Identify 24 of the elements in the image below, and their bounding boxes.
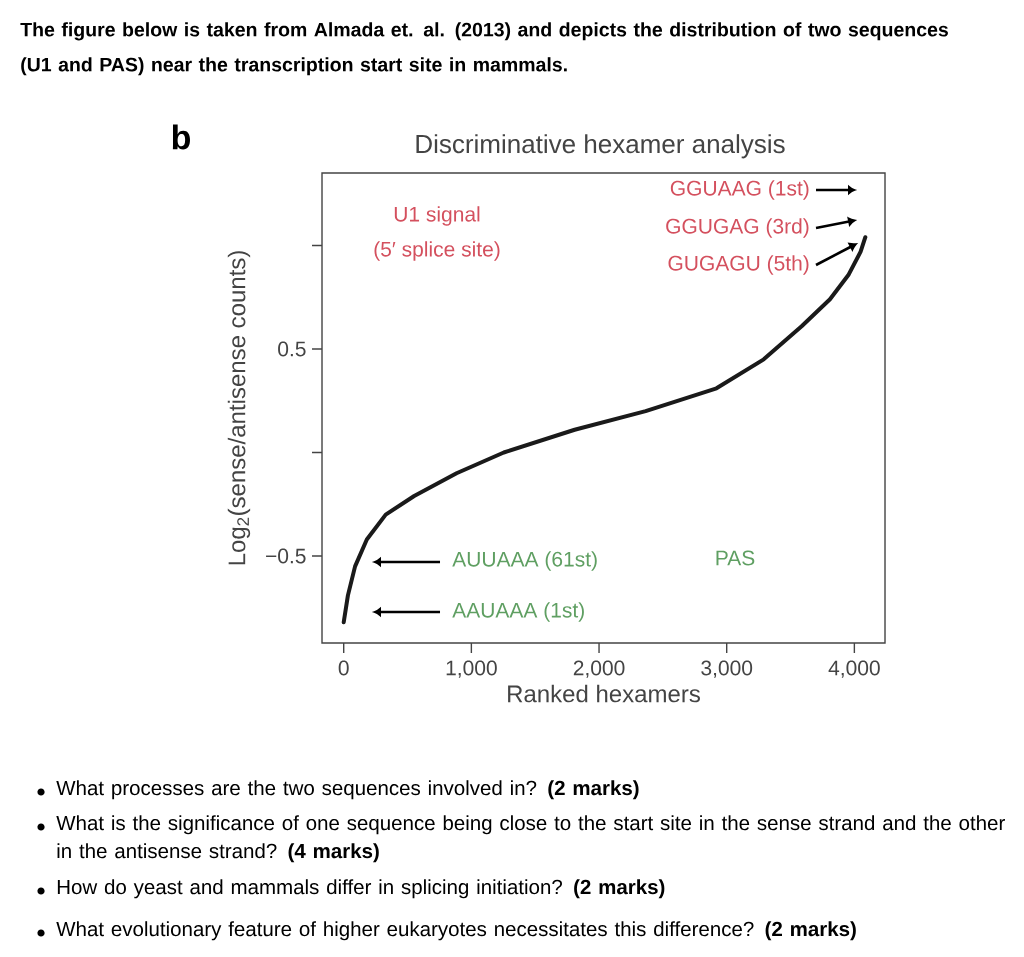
annotation: AAUAAA (1st) bbox=[452, 602, 584, 622]
text: What evolutionary feature of higher eukaryotes necessitates this difference? (2 marks) bbox=[56, 921, 856, 941]
annotation: PAS bbox=[716, 550, 755, 566]
x-tick-label: 1,000 bbox=[446, 660, 497, 678]
x-tick-label: 4,000 bbox=[828, 660, 880, 678]
y-axis-title: Log$_{2}$(sense/antisense counts) bbox=[227, 251, 251, 565]
chart-subtitle: Discriminative hexamer analysis bbox=[416, 134, 785, 159]
chart-title: The figure below is taken from Almada et. al. (2013) and depicts the distribution of two sequences (U1 and PAS) near the transcription start site in mammals. bbox=[20, 22, 948, 76]
annotation: GUGAGU (5th) bbox=[668, 255, 809, 275]
y-tick-label: 0.5 bbox=[278, 341, 306, 357]
x-tick-label: 0 bbox=[338, 660, 349, 676]
text: What is the significance of one sequence being close to the start site in the sense strand and the other in the antisense strand? (4 marks) bbox=[56, 815, 1005, 863]
x-tick-label: 2,000 bbox=[573, 660, 625, 678]
x-tick-label: 3,000 bbox=[701, 660, 753, 678]
text: b bbox=[172, 124, 190, 150]
x-axis-title: Ranked hexamers bbox=[508, 684, 700, 703]
annotation: (5′ splice site) bbox=[374, 241, 500, 261]
annotation: U1 signal bbox=[394, 206, 480, 226]
annotation: GGUGAG (3rd) bbox=[666, 218, 809, 238]
annotation: GGUAAG (1st) bbox=[670, 180, 809, 200]
annotation: AUUAAA (61st) bbox=[452, 551, 597, 571]
text: How do yeast and mammals differ in splicing initiation? (2 marks) bbox=[57, 879, 665, 899]
text: What processes are the two sequences involved in? (2 marks) bbox=[56, 780, 639, 800]
y-tick-label: −0.5 bbox=[266, 548, 306, 564]
